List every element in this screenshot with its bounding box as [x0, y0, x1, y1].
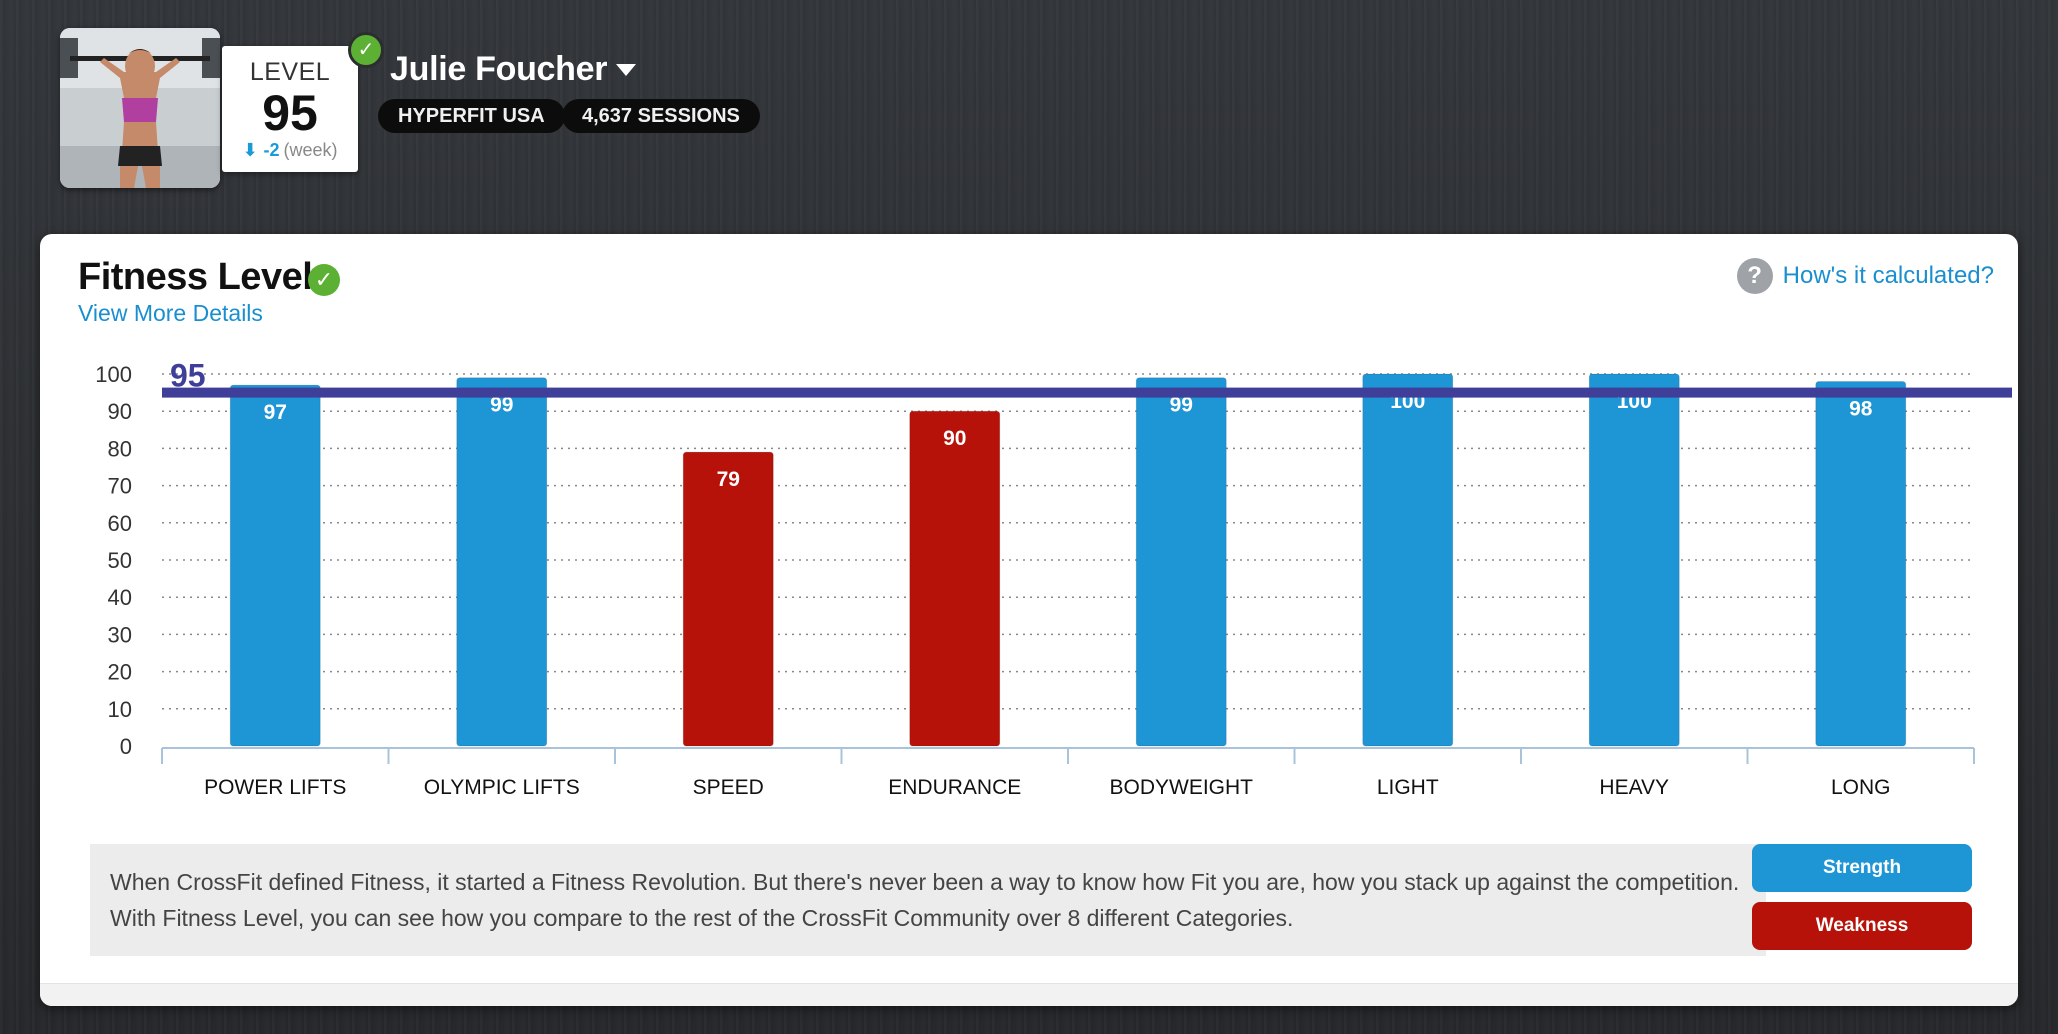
- level-change-period: (week): [283, 140, 338, 160]
- bar-long: [1815, 380, 1907, 747]
- y-tick-label: 40: [108, 585, 132, 610]
- card-title: Fitness Level: [78, 256, 313, 298]
- x-category-label: OLYMPIC LIFTS: [424, 776, 580, 799]
- bar-heavy: [1588, 373, 1680, 747]
- y-tick-label: 80: [108, 436, 132, 461]
- bar-olympic-lifts: [456, 377, 548, 747]
- bar-power-lifts: [229, 384, 321, 747]
- level-change-value: -2: [263, 140, 280, 160]
- bar-value-label: 99: [490, 394, 513, 417]
- athlete-avatar[interactable]: [60, 28, 220, 188]
- caret-down-icon[interactable]: [616, 64, 636, 76]
- arrow-down-icon: ⬇: [242, 140, 258, 160]
- how-calculated-text: How's it calculated?: [1782, 262, 1994, 289]
- sessions-badge: 4,637 SESSIONS: [562, 99, 760, 133]
- legend-weakness: Weakness: [1752, 902, 1972, 950]
- verified-check-icon: ✓: [348, 32, 384, 68]
- x-category-label: HEAVY: [1599, 776, 1669, 799]
- how-calculated-link[interactable]: ? How's it calculated?: [1736, 258, 1994, 294]
- legend-strength: Strength: [1752, 844, 1972, 892]
- fitness-level-card: Fitness Level ✓ View More Details ? How'…: [40, 234, 2018, 1006]
- y-tick-label: 30: [108, 622, 132, 647]
- athlete-name[interactable]: Julie Foucher: [390, 50, 608, 88]
- level-value: 95: [262, 85, 318, 141]
- x-category-label: LONG: [1831, 776, 1891, 799]
- bar-bodyweight: [1135, 377, 1227, 747]
- level-card: LEVEL 95 ⬇ -2 (week): [222, 46, 358, 172]
- bar-value-label: 90: [943, 427, 966, 450]
- bar-value-label: 97: [264, 401, 287, 424]
- y-tick-label: 50: [108, 548, 132, 573]
- y-tick-label: 90: [108, 399, 132, 424]
- team-badge[interactable]: HYPERFIT USA: [378, 99, 565, 133]
- card-footer-strip: [40, 983, 2018, 1006]
- x-category-label: BODYWEIGHT: [1109, 776, 1253, 799]
- y-tick-label: 70: [108, 474, 132, 499]
- y-tick-label: 20: [108, 660, 132, 685]
- y-tick-label: 60: [108, 511, 132, 536]
- fitness-level-description: When CrossFit defined Fitness, it starte…: [90, 844, 1766, 956]
- x-category-label: LIGHT: [1377, 776, 1439, 799]
- bar-value-label: 99: [1170, 394, 1193, 417]
- y-tick-label: 10: [108, 697, 132, 722]
- bar-endurance: [909, 410, 1001, 747]
- fitness-level-chart: 0 10 20 30 40 50 60 70 80 90 100 97 POWER LIFTS 99 OLY…: [95, 358, 2012, 799]
- y-tick-label: 100: [95, 362, 132, 387]
- x-category-label: SPEED: [693, 776, 764, 799]
- x-category-label: POWER LIFTS: [204, 776, 346, 799]
- bar-light: [1362, 373, 1454, 747]
- level-change: ⬇ -2 (week): [222, 140, 358, 161]
- verified-check-icon: ✓: [308, 264, 340, 296]
- athlete-photo: [60, 28, 220, 188]
- level-label: LEVEL: [249, 58, 331, 86]
- x-category-label: ENDURANCE: [888, 776, 1021, 799]
- bar-speed: [682, 451, 774, 747]
- question-icon: ?: [1736, 258, 1773, 294]
- y-tick-label: 0: [120, 734, 132, 759]
- bar-value-label: 98: [1849, 397, 1873, 420]
- level-reference-line: [162, 387, 2012, 398]
- view-more-details-link[interactable]: View More Details: [78, 300, 263, 326]
- bar-value-label: 79: [717, 468, 740, 491]
- level-reference-label: 95: [170, 358, 206, 394]
